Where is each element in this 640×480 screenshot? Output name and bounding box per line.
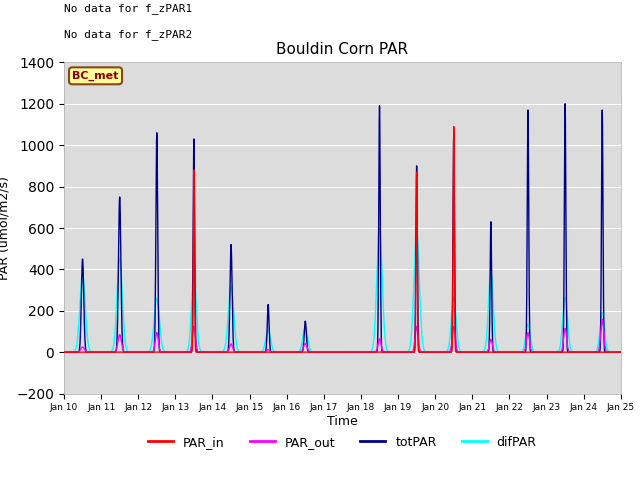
Title: Bouldin Corn PAR: Bouldin Corn PAR bbox=[276, 42, 408, 57]
totPAR bbox=[617, 349, 625, 355]
PAR_out bbox=[504, 349, 512, 355]
difPAR bbox=[215, 349, 223, 355]
totPAR bbox=[561, 101, 569, 107]
totPAR bbox=[568, 349, 575, 355]
X-axis label: Time: Time bbox=[327, 415, 358, 428]
PAR_in bbox=[568, 349, 575, 355]
Line: PAR_out: PAR_out bbox=[64, 320, 621, 352]
totPAR bbox=[504, 349, 512, 355]
totPAR bbox=[371, 349, 378, 355]
difPAR bbox=[584, 349, 591, 355]
PAR_in bbox=[504, 349, 512, 355]
PAR_out bbox=[583, 349, 591, 355]
Text: No data for f_zPAR2: No data for f_zPAR2 bbox=[64, 29, 192, 40]
difPAR bbox=[504, 349, 512, 355]
PAR_in bbox=[617, 349, 625, 355]
PAR_in bbox=[371, 349, 378, 355]
difPAR bbox=[568, 348, 575, 354]
Text: No data for f_zPAR1: No data for f_zPAR1 bbox=[64, 3, 192, 14]
difPAR bbox=[320, 349, 328, 355]
Line: totPAR: totPAR bbox=[64, 104, 621, 352]
difPAR bbox=[358, 349, 366, 355]
difPAR bbox=[60, 349, 68, 355]
PAR_out bbox=[371, 349, 378, 355]
PAR_out bbox=[215, 349, 223, 355]
Y-axis label: PAR (umol/m2/s): PAR (umol/m2/s) bbox=[0, 176, 11, 280]
Legend: PAR_in, PAR_out, totPAR, difPAR: PAR_in, PAR_out, totPAR, difPAR bbox=[143, 431, 541, 454]
PAR_in bbox=[215, 349, 223, 355]
PAR_in bbox=[450, 124, 458, 130]
totPAR bbox=[215, 349, 223, 355]
difPAR bbox=[371, 326, 378, 332]
PAR_out bbox=[358, 349, 366, 355]
totPAR bbox=[60, 349, 68, 355]
totPAR bbox=[320, 349, 328, 355]
PAR_out bbox=[60, 349, 68, 355]
PAR_out bbox=[598, 317, 606, 323]
PAR_in bbox=[583, 349, 591, 355]
difPAR bbox=[376, 225, 383, 231]
PAR_in bbox=[60, 349, 68, 355]
Line: PAR_in: PAR_in bbox=[64, 127, 621, 352]
difPAR bbox=[617, 349, 625, 355]
totPAR bbox=[358, 349, 366, 355]
Text: BC_met: BC_met bbox=[72, 71, 119, 81]
PAR_out bbox=[617, 349, 625, 355]
Line: difPAR: difPAR bbox=[64, 228, 621, 352]
PAR_out bbox=[320, 349, 328, 355]
PAR_in bbox=[358, 349, 366, 355]
totPAR bbox=[584, 349, 591, 355]
PAR_out bbox=[568, 349, 575, 355]
